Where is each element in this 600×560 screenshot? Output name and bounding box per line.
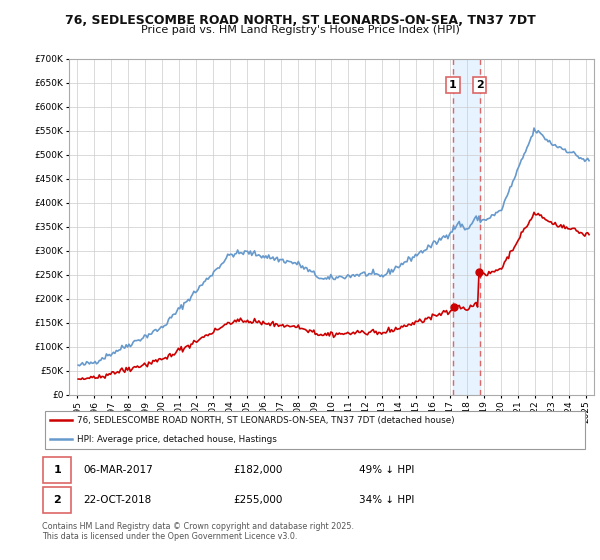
FancyBboxPatch shape — [43, 487, 71, 513]
Text: 2: 2 — [476, 80, 484, 90]
Text: 22-OCT-2018: 22-OCT-2018 — [83, 495, 151, 505]
Text: 34% ↓ HPI: 34% ↓ HPI — [359, 495, 414, 505]
Text: 76, SEDLESCOMBE ROAD NORTH, ST LEONARDS-ON-SEA, TN37 7DT (detached house): 76, SEDLESCOMBE ROAD NORTH, ST LEONARDS-… — [77, 416, 455, 424]
Text: Contains HM Land Registry data © Crown copyright and database right 2025.
This d: Contains HM Land Registry data © Crown c… — [42, 522, 354, 542]
Text: 06-MAR-2017: 06-MAR-2017 — [83, 465, 152, 475]
Text: £255,000: £255,000 — [233, 495, 283, 505]
Text: 49% ↓ HPI: 49% ↓ HPI — [359, 465, 414, 475]
Text: 2: 2 — [53, 495, 61, 505]
FancyBboxPatch shape — [45, 411, 585, 449]
Text: HPI: Average price, detached house, Hastings: HPI: Average price, detached house, Hast… — [77, 435, 277, 444]
Text: 76, SEDLESCOMBE ROAD NORTH, ST LEONARDS-ON-SEA, TN37 7DT: 76, SEDLESCOMBE ROAD NORTH, ST LEONARDS-… — [65, 14, 535, 27]
Bar — [453, 59, 479, 395]
Text: 1: 1 — [449, 80, 457, 90]
Text: £182,000: £182,000 — [233, 465, 283, 475]
FancyBboxPatch shape — [43, 457, 71, 483]
Text: 1: 1 — [53, 465, 61, 475]
Text: Price paid vs. HM Land Registry's House Price Index (HPI): Price paid vs. HM Land Registry's House … — [140, 25, 460, 35]
